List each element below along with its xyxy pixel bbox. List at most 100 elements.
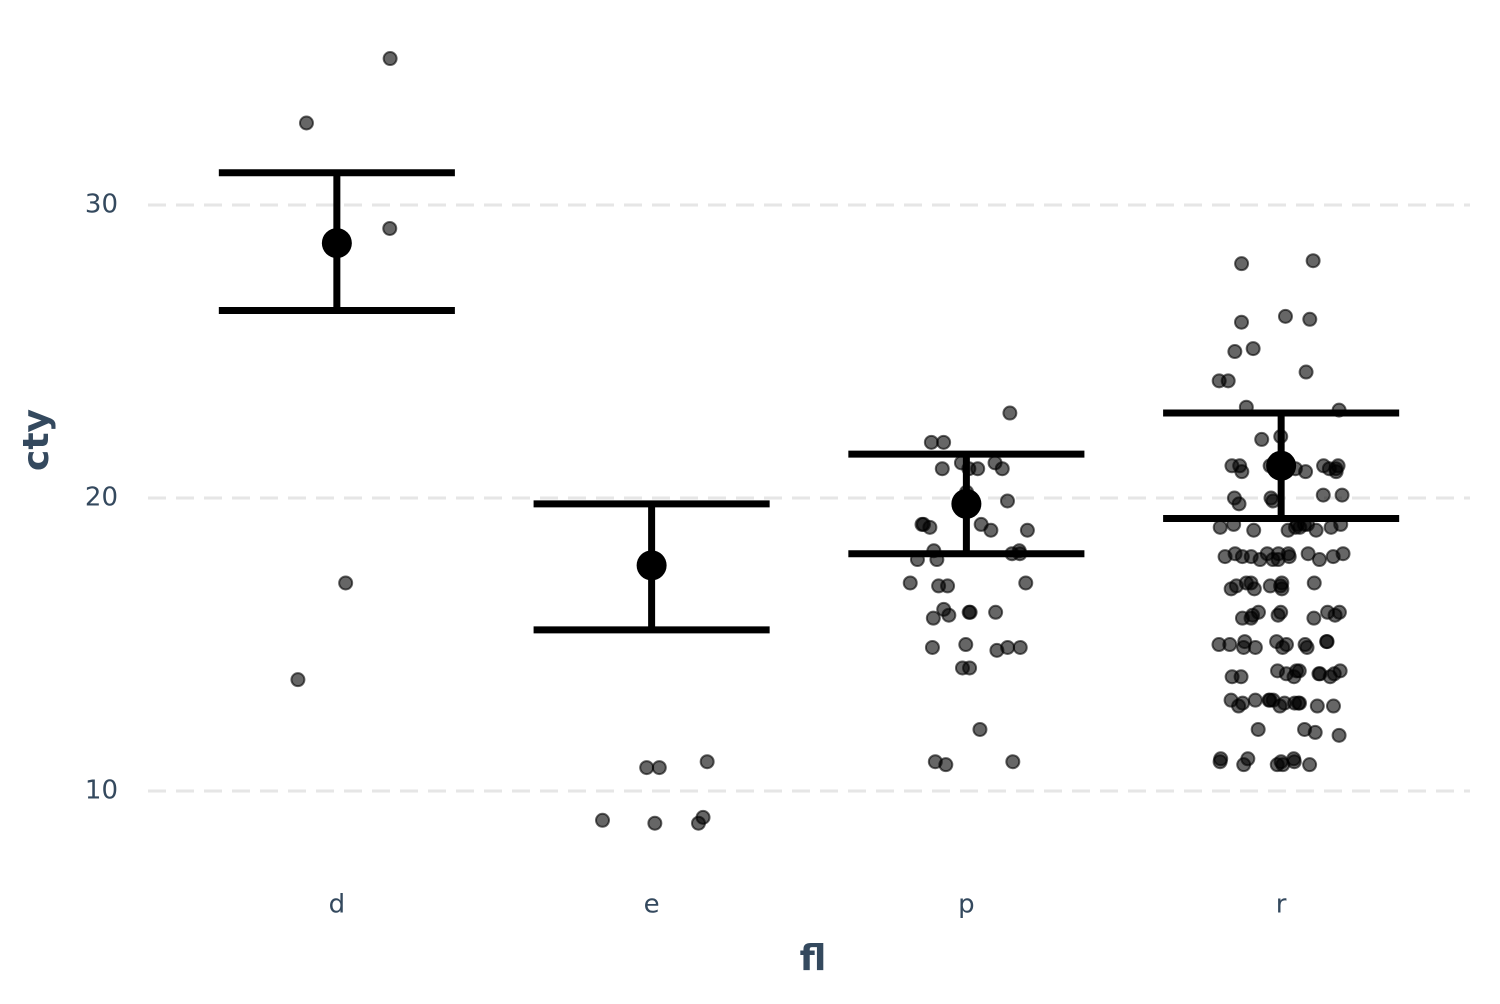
- data-point: [1223, 581, 1239, 597]
- data-point: [651, 760, 667, 776]
- data-point: [1315, 487, 1331, 503]
- y-tick-label: 20: [85, 483, 118, 513]
- data-point: [1243, 549, 1259, 565]
- x-tick-label: p: [958, 890, 975, 920]
- data-point: [1227, 344, 1243, 360]
- data-point: [1243, 575, 1259, 591]
- data-point: [1224, 669, 1240, 685]
- data-point: [941, 607, 957, 623]
- data-point: [1246, 522, 1262, 538]
- data-point: [1287, 695, 1303, 711]
- data-point: [1274, 575, 1290, 591]
- data-point: [983, 522, 999, 538]
- data-point: [1302, 757, 1318, 773]
- data-point: [923, 434, 939, 450]
- data-point: [1309, 698, 1325, 714]
- data-point: [1247, 692, 1263, 708]
- x-tick-label: e: [644, 890, 660, 920]
- data-point: [1306, 575, 1322, 591]
- data-point: [595, 812, 611, 828]
- data-point: [958, 637, 974, 653]
- data-point: [1291, 663, 1307, 679]
- data-point: [994, 461, 1010, 477]
- data-point: [338, 575, 354, 591]
- data-point: [988, 604, 1004, 620]
- data-point: [961, 604, 977, 620]
- data-point: [1227, 546, 1243, 562]
- data-point: [1212, 754, 1228, 770]
- data-point: [1263, 490, 1279, 506]
- data-point: [1273, 604, 1289, 620]
- data-point: [924, 639, 940, 655]
- data-point: [1002, 405, 1018, 421]
- data-point: [1307, 724, 1323, 740]
- data-point: [1019, 522, 1035, 538]
- data-point: [1018, 575, 1034, 591]
- data-point: [1325, 698, 1341, 714]
- data-point: [1211, 373, 1227, 389]
- data-point: [1012, 639, 1028, 655]
- data-point: [1319, 634, 1335, 650]
- data-point: [1211, 637, 1227, 653]
- data-point: [298, 115, 314, 131]
- data-point: [938, 757, 954, 773]
- data-point: [1305, 253, 1321, 269]
- data-point: [954, 660, 970, 676]
- data-point: [972, 721, 988, 737]
- data-point: [1300, 546, 1316, 562]
- x-axis-title: fl: [800, 938, 827, 979]
- y-tick-label: 30: [85, 190, 118, 220]
- data-point: [1306, 610, 1322, 626]
- data-point: [1277, 308, 1293, 324]
- data-point: [1298, 364, 1314, 380]
- data-point: [1236, 639, 1252, 655]
- data-point: [647, 815, 663, 831]
- data-point: [1262, 692, 1278, 708]
- data-point: [1311, 552, 1327, 568]
- mean-point: [636, 550, 667, 581]
- data-point: [1334, 487, 1350, 503]
- x-tick-label: r: [1276, 890, 1287, 920]
- data-point: [382, 220, 398, 236]
- data-point: [1330, 458, 1346, 474]
- data-point: [1231, 496, 1247, 512]
- data-point: [1254, 431, 1270, 447]
- data-point: [1335, 546, 1351, 562]
- data-point: [1312, 666, 1328, 682]
- data-point: [999, 493, 1015, 509]
- data-point: [1327, 607, 1343, 623]
- data-point: [1316, 458, 1332, 474]
- data-point: [1245, 341, 1261, 357]
- data-point: [1250, 721, 1266, 737]
- data-point: [902, 575, 918, 591]
- data-point: [1281, 549, 1297, 565]
- data-point: [1235, 695, 1251, 711]
- data-point: [1308, 522, 1324, 538]
- data-point: [1323, 519, 1339, 535]
- data-point: [1275, 639, 1291, 655]
- data-point: [382, 51, 398, 67]
- data-point: [1302, 311, 1318, 327]
- data-point: [690, 815, 706, 831]
- data-point: [1005, 754, 1021, 770]
- data-point: [1240, 751, 1256, 767]
- data-point: [1259, 546, 1275, 562]
- data-point: [989, 642, 1005, 658]
- data-point: [936, 434, 952, 450]
- data-point: [699, 754, 715, 770]
- mean-point: [951, 488, 982, 519]
- data-point: [1212, 519, 1228, 535]
- mean-point: [321, 228, 352, 259]
- y-axis-title: cty: [16, 409, 57, 471]
- x-tick-label: d: [329, 890, 346, 920]
- data-point: [1234, 314, 1250, 330]
- data-point: [931, 578, 947, 594]
- data-point: [916, 516, 932, 532]
- y-tick-label: 10: [85, 776, 118, 806]
- data-point: [1297, 637, 1313, 653]
- data-point: [934, 461, 950, 477]
- data-point: [639, 760, 655, 776]
- data-point: [1331, 727, 1347, 743]
- data-point: [1275, 757, 1291, 773]
